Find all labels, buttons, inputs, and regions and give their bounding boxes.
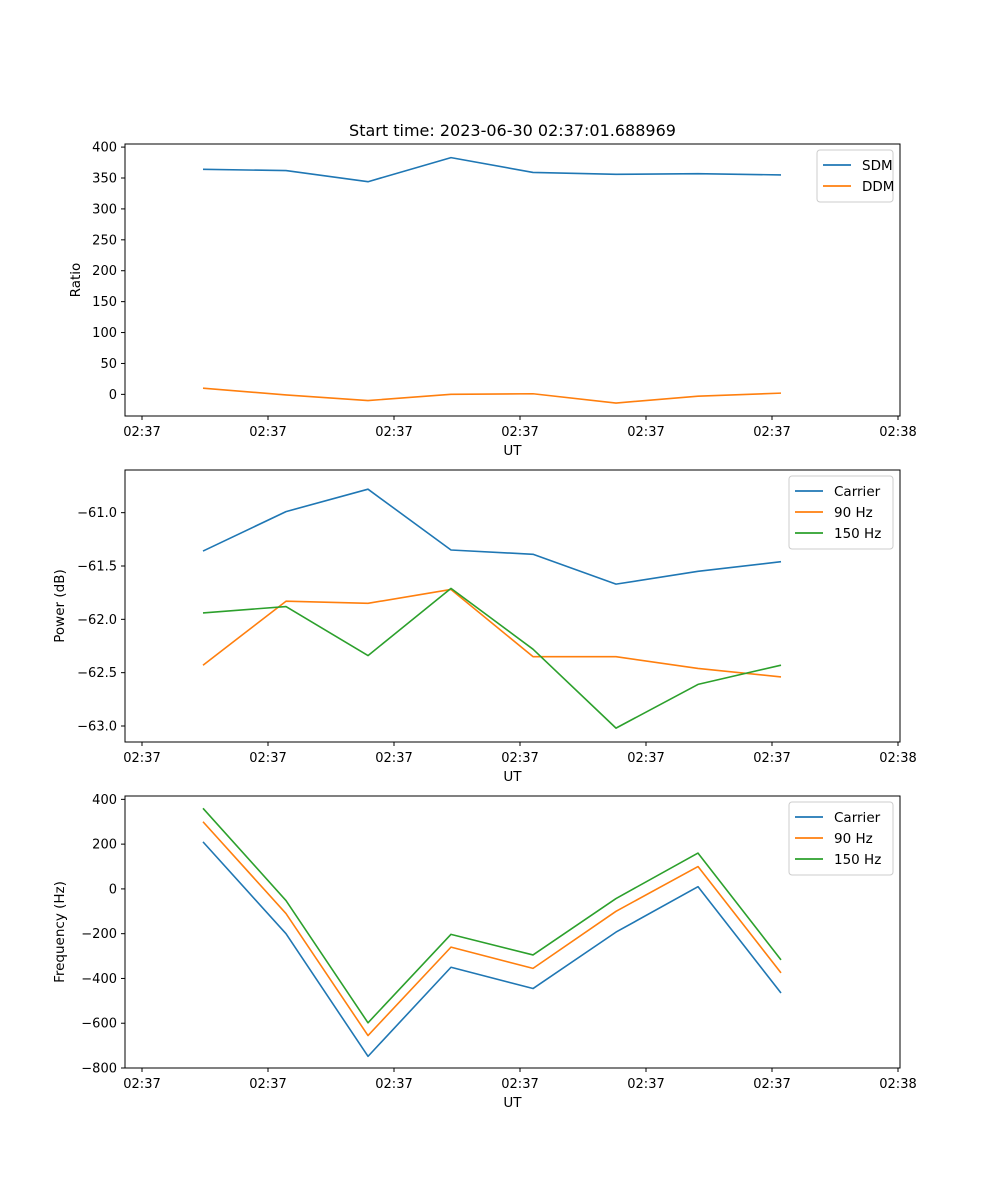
y-tick-label: 200 [92, 264, 117, 279]
series-line-150-hz [202, 807, 782, 1024]
x-axis-label: UT [503, 443, 522, 459]
series-line-sdm [202, 156, 782, 183]
x-tick-label: 02:37 [249, 1077, 286, 1092]
series-line-150-hz [202, 587, 782, 729]
y-tick-label: 50 [100, 357, 117, 372]
x-tick-label: 02:37 [501, 751, 538, 766]
legend: Carrier 90 Hz 150 Hz [788, 475, 894, 550]
x-tick-label: 02:37 [753, 425, 790, 440]
series-line-ddm [202, 387, 782, 404]
y-tick-label: 200 [92, 838, 117, 853]
chart-panel-1: Start time: 2023-06-30 02:37:01.68896902… [68, 121, 917, 459]
y-tick-label: −63.0 [77, 720, 117, 735]
x-tick-label: 02:37 [501, 425, 538, 440]
x-axis-label: UT [503, 1095, 522, 1111]
series-line-90-hz [202, 588, 782, 678]
y-axis-label: Ratio [68, 263, 84, 298]
plot-frame [124, 143, 901, 417]
x-tick-label: 02:37 [375, 1077, 412, 1092]
y-tick-label: −400 [81, 972, 117, 987]
y-tick-label: −800 [81, 1062, 117, 1077]
x-tick-label: 02:37 [249, 751, 286, 766]
x-tick-label: 02:37 [501, 1077, 538, 1092]
y-tick-label: −61.0 [77, 506, 117, 521]
y-tick-label: 300 [92, 202, 117, 217]
legend-box [816, 149, 894, 203]
x-tick-label: 02:37 [753, 751, 790, 766]
y-tick-label: 0 [109, 882, 117, 897]
y-tick-label: −600 [81, 1017, 117, 1032]
x-tick-label: 02:37 [123, 1077, 160, 1092]
x-tick-label: 02:37 [627, 751, 664, 766]
y-tick-label: −62.5 [77, 666, 117, 681]
y-tick-label: 350 [92, 172, 117, 187]
x-tick-label: 02:37 [249, 425, 286, 440]
y-tick-label: 0 [109, 388, 117, 403]
y-axis-label: Frequency (Hz) [52, 881, 68, 983]
legend-box [788, 475, 894, 550]
legend-label: 150 Hz [834, 852, 881, 868]
series-line-carrier [202, 488, 782, 585]
x-tick-label: 02:38 [879, 1077, 916, 1092]
series-line-carrier [202, 841, 782, 1058]
y-tick-label: 400 [92, 141, 117, 156]
legend-label: 90 Hz [834, 505, 873, 521]
chart-panel-2: 02:37 02:37 02:37 02:37 02:37 02:37 02:38 −63.0… [52, 469, 917, 785]
y-tick-label: −200 [81, 927, 117, 942]
plot-frame [124, 469, 901, 743]
x-tick-label: 02:37 [627, 425, 664, 440]
x-tick-label: 02:37 [375, 751, 412, 766]
legend-box [788, 801, 894, 876]
y-tick-label: −61.5 [77, 560, 117, 575]
x-tick-label: 02:37 [627, 1077, 664, 1092]
y-tick-label: 100 [92, 326, 117, 341]
y-tick-label: 400 [92, 793, 117, 808]
legend-label: SDM [862, 158, 893, 174]
legend: SDM DDM [816, 149, 894, 203]
chart-panel-3: 02:37 02:37 02:37 02:37 02:37 02:37 02:38 −800 −… [52, 793, 917, 1111]
plot-frame [124, 795, 901, 1069]
legend-label: 150 Hz [834, 526, 881, 542]
legend-label: Carrier [834, 810, 881, 826]
legend: Carrier 90 Hz 150 Hz [788, 801, 894, 876]
x-tick-label: 02:37 [123, 425, 160, 440]
y-tick-label: −62.0 [77, 613, 117, 628]
legend-label: DDM [862, 179, 894, 195]
x-tick-label: 02:37 [123, 751, 160, 766]
y-tick-label: 250 [92, 233, 117, 248]
x-tick-label: 02:38 [879, 751, 916, 766]
x-tick-label: 02:37 [753, 1077, 790, 1092]
chart-title: Start time: 2023-06-30 02:37:01.688969 [349, 121, 676, 140]
y-axis-label: Power (dB) [52, 569, 68, 642]
y-tick-label: 150 [92, 295, 117, 310]
series-line-90-hz [202, 821, 782, 1037]
legend-label: 90 Hz [834, 831, 873, 847]
x-tick-label: 02:38 [879, 425, 916, 440]
x-axis-label: UT [503, 769, 522, 785]
x-tick-label: 02:37 [375, 425, 412, 440]
legend-label: Carrier [834, 484, 881, 500]
